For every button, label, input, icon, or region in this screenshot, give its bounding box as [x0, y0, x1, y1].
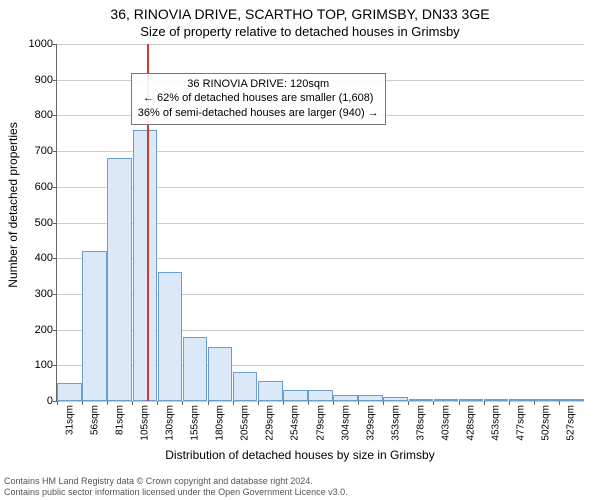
x-tick-label: 155sqm [190, 405, 201, 441]
x-tick-label: 229sqm [265, 405, 276, 441]
histogram-bar [258, 381, 283, 401]
y-tick-label: 800 [35, 109, 53, 121]
y-tick-label: 900 [35, 74, 53, 86]
histogram-bar [509, 399, 534, 401]
y-tick-label: 700 [35, 145, 53, 157]
y-tick [53, 187, 57, 188]
y-tick-label: 300 [35, 288, 53, 300]
y-tick [53, 151, 57, 152]
x-axis-label: Distribution of detached houses by size … [0, 448, 600, 462]
x-tick [509, 401, 510, 405]
x-tick-label: 378sqm [415, 405, 426, 441]
x-tick-label: 279sqm [315, 405, 326, 441]
x-tick [57, 401, 58, 405]
histogram-bar [283, 390, 308, 401]
x-tick [534, 401, 535, 405]
y-axis-label: Number of detached properties [6, 80, 20, 330]
y-tick-label: 500 [35, 217, 53, 229]
x-tick [233, 401, 234, 405]
chart-root: 36, RINOVIA DRIVE, SCARTHO TOP, GRIMSBY,… [0, 0, 600, 500]
histogram-bar [233, 372, 258, 401]
y-tick-label: 0 [47, 395, 53, 407]
annotation-line: ← 62% of detached houses are smaller (1,… [138, 91, 379, 106]
histogram-bar [107, 158, 132, 401]
x-tick [182, 401, 183, 405]
y-tick [53, 365, 57, 366]
histogram-bar [383, 397, 408, 401]
x-tick [484, 401, 485, 405]
plot-area: 0100200300400500600700800900100031sqm56s… [56, 44, 584, 402]
x-tick-label: 477sqm [516, 405, 527, 441]
histogram-bar [534, 399, 559, 401]
x-tick-label: 304sqm [340, 405, 351, 441]
x-tick-label: 56sqm [89, 405, 100, 435]
histogram-bar [333, 395, 358, 401]
x-tick-label: 453sqm [491, 405, 502, 441]
x-tick [82, 401, 83, 405]
y-tick [53, 330, 57, 331]
histogram-bar [559, 399, 584, 401]
x-tick [208, 401, 209, 405]
x-tick [408, 401, 409, 405]
histogram-bar [57, 383, 82, 401]
y-tick-label: 1000 [29, 38, 53, 50]
x-tick-label: 403sqm [440, 405, 451, 441]
gridline [57, 44, 584, 45]
histogram-bar [459, 399, 484, 401]
annotation-line: 36% of semi-detached houses are larger (… [138, 106, 379, 121]
histogram-bar [308, 390, 333, 401]
histogram-bar [208, 347, 233, 401]
y-tick-label: 100 [35, 359, 53, 371]
x-tick-label: 180sqm [215, 405, 226, 441]
x-tick-label: 31sqm [64, 405, 75, 435]
histogram-bar [434, 399, 459, 401]
histogram-bar [183, 337, 208, 401]
x-tick-label: 502sqm [541, 405, 552, 441]
x-tick-label: 329sqm [365, 405, 376, 441]
annotation-line: 36 RINOVIA DRIVE: 120sqm [138, 77, 379, 92]
title-main: 36, RINOVIA DRIVE, SCARTHO TOP, GRIMSBY,… [0, 6, 600, 22]
histogram-bar [484, 399, 509, 401]
x-tick [358, 401, 359, 405]
x-tick-label: 428sqm [466, 405, 477, 441]
x-tick [559, 401, 560, 405]
x-tick [107, 401, 108, 405]
x-tick [308, 401, 309, 405]
attribution-line1: Contains HM Land Registry data © Crown c… [4, 476, 596, 487]
attribution: Contains HM Land Registry data © Crown c… [4, 476, 596, 498]
histogram-bar [82, 251, 107, 401]
x-tick [132, 401, 133, 405]
annotation-box: 36 RINOVIA DRIVE: 120sqm← 62% of detache… [131, 73, 386, 126]
x-tick [333, 401, 334, 405]
y-tick [53, 258, 57, 259]
x-tick [433, 401, 434, 405]
title-sub: Size of property relative to detached ho… [0, 24, 600, 39]
x-tick-label: 130sqm [164, 405, 175, 441]
histogram-bar [409, 399, 434, 401]
y-tick [53, 223, 57, 224]
y-tick [53, 294, 57, 295]
histogram-bar [158, 272, 183, 401]
x-tick [383, 401, 384, 405]
x-tick [157, 401, 158, 405]
y-tick [53, 115, 57, 116]
x-tick-label: 81sqm [114, 405, 125, 435]
x-tick-label: 353sqm [390, 405, 401, 441]
x-tick-label: 254sqm [290, 405, 301, 441]
x-tick-label: 527sqm [566, 405, 577, 441]
x-tick-label: 205sqm [240, 405, 251, 441]
attribution-line2: Contains public sector information licen… [4, 487, 596, 498]
x-tick [258, 401, 259, 405]
x-tick-label: 105sqm [139, 405, 150, 441]
x-tick [459, 401, 460, 405]
gridline [57, 401, 584, 402]
histogram-bar [133, 130, 158, 401]
y-tick-label: 200 [35, 324, 53, 336]
y-tick [53, 80, 57, 81]
x-tick [283, 401, 284, 405]
histogram-bar [358, 395, 383, 401]
y-tick [53, 44, 57, 45]
y-tick-label: 600 [35, 181, 53, 193]
y-tick-label: 400 [35, 252, 53, 264]
